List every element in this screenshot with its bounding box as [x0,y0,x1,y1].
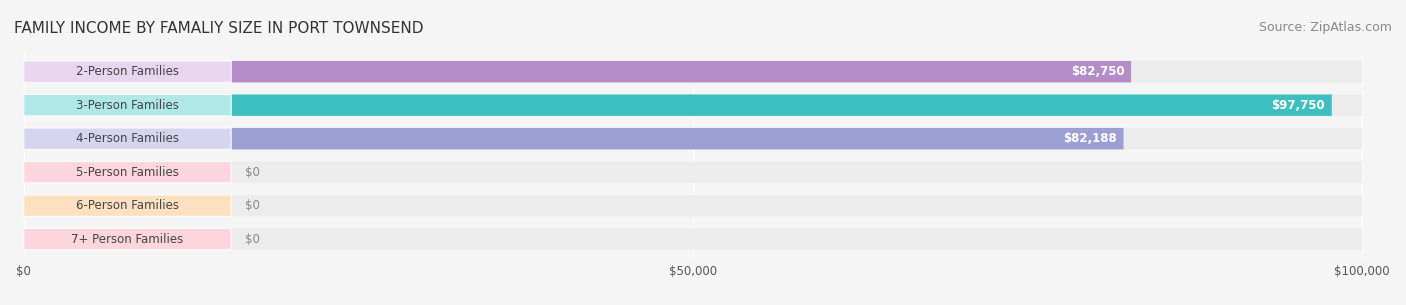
FancyBboxPatch shape [24,128,231,149]
Text: 3-Person Families: 3-Person Families [76,99,179,112]
Text: $0: $0 [245,166,259,179]
Text: $82,750: $82,750 [1071,65,1125,78]
FancyBboxPatch shape [24,228,1362,250]
Text: 5-Person Families: 5-Person Families [76,166,179,179]
Text: $97,750: $97,750 [1271,99,1324,112]
FancyBboxPatch shape [24,61,1130,82]
Text: FAMILY INCOME BY FAMALIY SIZE IN PORT TOWNSEND: FAMILY INCOME BY FAMALIY SIZE IN PORT TO… [14,21,423,36]
Text: $82,188: $82,188 [1063,132,1116,145]
FancyBboxPatch shape [24,95,231,116]
FancyBboxPatch shape [24,61,1362,82]
Text: Source: ZipAtlas.com: Source: ZipAtlas.com [1258,21,1392,34]
FancyBboxPatch shape [24,95,1362,116]
Text: 4-Person Families: 4-Person Families [76,132,179,145]
Text: 6-Person Families: 6-Person Families [76,199,179,212]
FancyBboxPatch shape [24,161,231,183]
FancyBboxPatch shape [24,161,1362,183]
Text: $0: $0 [245,199,259,212]
FancyBboxPatch shape [24,195,1362,216]
Text: 2-Person Families: 2-Person Families [76,65,179,78]
FancyBboxPatch shape [24,95,1331,116]
FancyBboxPatch shape [24,128,1123,149]
Text: 7+ Person Families: 7+ Person Families [72,233,184,246]
FancyBboxPatch shape [24,228,231,250]
FancyBboxPatch shape [24,195,231,216]
FancyBboxPatch shape [24,128,1362,149]
FancyBboxPatch shape [24,61,231,82]
Text: $0: $0 [245,233,259,246]
